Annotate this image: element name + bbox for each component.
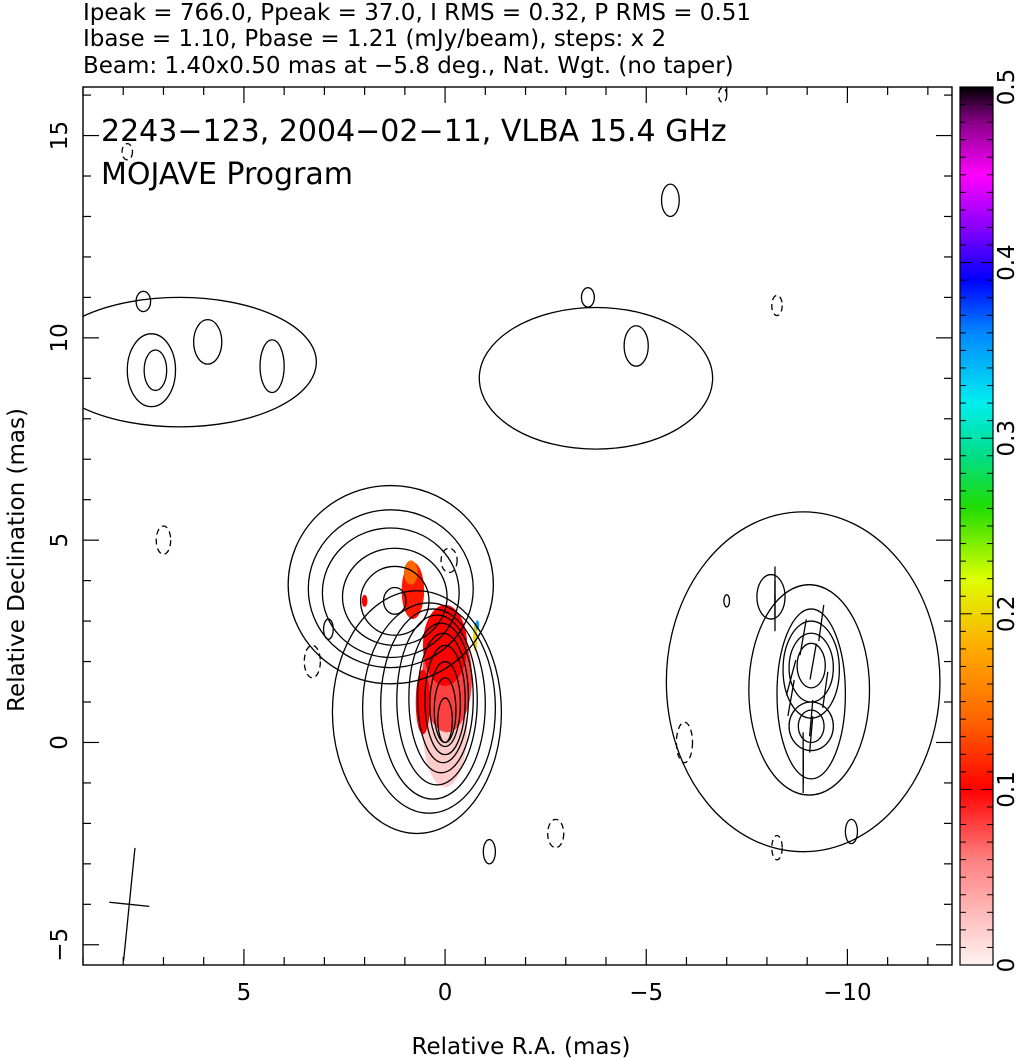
contour-north-east-blob-1 bbox=[126, 333, 177, 408]
axis-ticks bbox=[82, 87, 952, 965]
y-axis-label: Relative Declination (mas) bbox=[4, 408, 30, 712]
contour-core-3 bbox=[396, 614, 478, 786]
header-line-2: Ibase = 1.10, Pbase = 1.21 (mJy/beam), s… bbox=[83, 26, 666, 52]
y-tick-label-4: 15 bbox=[47, 121, 73, 150]
contour-core-5 bbox=[417, 632, 470, 764]
contour-north-east-blob-3 bbox=[192, 318, 223, 365]
fractional-polarization-map bbox=[361, 560, 480, 787]
contour-core-2 bbox=[380, 608, 486, 800]
evpa-tick-7 bbox=[787, 679, 795, 717]
contour-northeast-knot-5 bbox=[382, 586, 407, 615]
colorbar-label-1: 0.1 bbox=[994, 771, 1020, 808]
evpa-tick-4 bbox=[809, 643, 817, 680]
evpa-tick-10 bbox=[808, 716, 814, 753]
contour-neg-8-0 bbox=[121, 142, 134, 161]
polarization-patch-5 bbox=[404, 560, 418, 585]
contour-north-west-blob-1 bbox=[623, 325, 649, 367]
y-tick-label-0: −5 bbox=[47, 928, 73, 962]
evpa-vectors bbox=[774, 566, 829, 794]
contour-north-west-blob-0 bbox=[478, 306, 714, 450]
contour-west-component-1 bbox=[748, 584, 871, 796]
colorbar-label-2: 0.2 bbox=[994, 596, 1020, 633]
header-line-3: Beam: 1.40x0.50 mas at −5.8 deg., Nat. W… bbox=[83, 53, 734, 79]
colorbar-label-5: 0.5 bbox=[994, 69, 1020, 106]
evpa-tick-3 bbox=[799, 619, 807, 656]
axis-tick-labels: 5 0 −5 −10 −5 0 5 10 15 bbox=[47, 121, 872, 1006]
colorbar-label-3: 0.3 bbox=[994, 420, 1020, 457]
contour-core-0 bbox=[331, 590, 503, 835]
x-tick-label-2: −5 bbox=[629, 980, 663, 1006]
contour-island-a-0 bbox=[482, 838, 497, 865]
contour-core-4 bbox=[408, 622, 474, 774]
contour-core-9 bbox=[437, 697, 453, 744]
contour-north-east-blob-0 bbox=[83, 296, 317, 428]
contour-neg-7-0 bbox=[771, 834, 783, 861]
contour-west-component-0 bbox=[665, 511, 941, 853]
contour-island-e-0 bbox=[322, 618, 334, 640]
colorbar-label-0: 0 bbox=[994, 958, 1020, 973]
colorbar-ticks bbox=[960, 86, 993, 966]
source-annotation: 2243−123, 2004−02−11, VLBA 15.4 GHz bbox=[101, 114, 727, 149]
header-line-1: Ipeak = 766.0, Ppeak = 37.0, I RMS = 0.3… bbox=[83, 0, 751, 26]
y-tick-label-3: 10 bbox=[47, 323, 73, 352]
contour-west-component-2 bbox=[776, 608, 847, 780]
contour-neg-5-0 bbox=[675, 721, 694, 764]
x-tick-label-0: 5 bbox=[237, 980, 252, 1006]
colorbar-label-4: 0.4 bbox=[994, 244, 1020, 281]
beam-marker bbox=[109, 847, 150, 961]
contour-neg-6-0 bbox=[771, 294, 783, 317]
evpa-tick-8 bbox=[822, 671, 829, 708]
contour-neg-9-0 bbox=[718, 87, 728, 104]
contour-north-west-blob-2 bbox=[580, 287, 595, 308]
contour-northeast-knot-0 bbox=[287, 484, 495, 685]
contour-north-east-blob-5 bbox=[135, 290, 152, 313]
contour-west-component-7 bbox=[797, 709, 825, 744]
contour-west-component-5 bbox=[796, 642, 826, 689]
evpa-tick-6 bbox=[785, 659, 797, 696]
contour-northeast-knot-3 bbox=[341, 547, 448, 647]
x-tick-label-3: −10 bbox=[823, 980, 872, 1006]
contour-core-7 bbox=[429, 660, 462, 748]
contour-island-c-0 bbox=[723, 594, 731, 608]
contour-core-6 bbox=[424, 644, 466, 756]
contour-neg-3-0 bbox=[440, 547, 458, 574]
contour-neg-1-0 bbox=[155, 525, 172, 555]
contour-north-east-blob-2 bbox=[143, 349, 168, 392]
program-annotation: MOJAVE Program bbox=[101, 157, 353, 192]
contour-northeast-knot-1 bbox=[307, 509, 474, 669]
contour-northeast-knot-4 bbox=[359, 565, 430, 636]
contour-island-b-0 bbox=[844, 818, 859, 845]
plot-frame bbox=[82, 86, 953, 966]
contour-west-component-6 bbox=[788, 701, 834, 752]
evpa-tick-5 bbox=[818, 604, 825, 642]
contour-west-component-8 bbox=[756, 573, 786, 620]
evpa-tick-9 bbox=[808, 699, 814, 737]
contour-island-d-0 bbox=[660, 183, 680, 218]
contour-neg-4-0 bbox=[547, 818, 565, 849]
x-axis-label: Relative R.A. (mas) bbox=[412, 1034, 631, 1060]
x-tick-label-1: 0 bbox=[438, 980, 453, 1006]
contour-north-east-blob-4 bbox=[259, 339, 285, 394]
intensity-contours bbox=[83, 87, 941, 865]
polarization-patch-6 bbox=[361, 594, 368, 607]
colorbar-tick-labels: 0 0.1 0.2 0.3 0.4 0.5 bbox=[994, 69, 1020, 973]
beam-minor-axis bbox=[109, 901, 150, 907]
contour-neg-2-0 bbox=[303, 644, 322, 679]
y-tick-label-1: 0 bbox=[47, 735, 73, 750]
y-tick-label-2: 5 bbox=[47, 533, 73, 548]
contour-northeast-knot-2 bbox=[321, 527, 460, 659]
